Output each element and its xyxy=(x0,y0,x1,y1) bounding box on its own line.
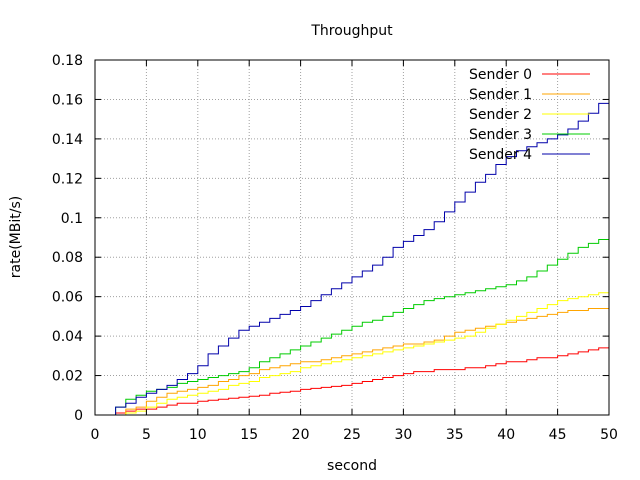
legend-label-sender-3: Sender 3 xyxy=(469,127,532,143)
x-tick-label: 15 xyxy=(240,427,258,443)
y-tick-label: 0.14 xyxy=(52,132,83,148)
series-lines xyxy=(105,93,610,416)
y-tick-label: 0.04 xyxy=(52,329,83,345)
series-line-sender-1 xyxy=(105,306,610,416)
legend-label-sender-0: Sender 0 xyxy=(469,67,532,83)
y-axis-label: rate(MBit/s) xyxy=(8,196,24,278)
series-line-sender-0 xyxy=(105,346,610,416)
x-tick-label: 30 xyxy=(394,427,412,443)
x-tick-label: 50 xyxy=(600,427,618,443)
y-tick-label: 0.12 xyxy=(52,171,83,187)
y-tick-label: 0.08 xyxy=(52,250,83,266)
axis-ticks: 0 5 10 15 20 25 30 35 40 45 50 0 0.02 0.04 0.06 0.08 0.1… xyxy=(52,53,618,443)
x-tick-label: 10 xyxy=(189,427,207,443)
x-axis-label: second xyxy=(327,458,377,474)
chart-title: Throughput xyxy=(310,23,393,39)
y-tick-label: 0.1 xyxy=(61,211,83,227)
grid-lines xyxy=(95,60,609,415)
x-tick-label: 25 xyxy=(343,427,361,443)
y-tick-label: 0.18 xyxy=(52,53,83,69)
series-line-sender-2 xyxy=(105,290,610,416)
x-tick-label: 0 xyxy=(91,427,100,443)
legend: Sender 0 Sender 1 Sender 2 Sender 3 Sender 4 xyxy=(469,67,590,163)
y-tick-label: 0.16 xyxy=(52,92,83,108)
series-line-sender-4 xyxy=(105,93,610,416)
x-tick-label: 45 xyxy=(549,427,567,443)
x-tick-label: 35 xyxy=(446,427,464,443)
x-tick-label: 20 xyxy=(292,427,310,443)
x-tick-label: 5 xyxy=(142,427,151,443)
x-tick-label: 40 xyxy=(497,427,515,443)
y-tick-label: 0.06 xyxy=(52,290,83,306)
y-tick-label: 0 xyxy=(74,408,83,424)
y-tick-label: 0.02 xyxy=(52,369,83,385)
legend-label-sender-2: Sender 2 xyxy=(469,107,532,123)
series-line-sender-3 xyxy=(105,237,610,416)
legend-label-sender-4: Sender 4 xyxy=(469,147,532,163)
legend-label-sender-1: Sender 1 xyxy=(469,87,532,103)
